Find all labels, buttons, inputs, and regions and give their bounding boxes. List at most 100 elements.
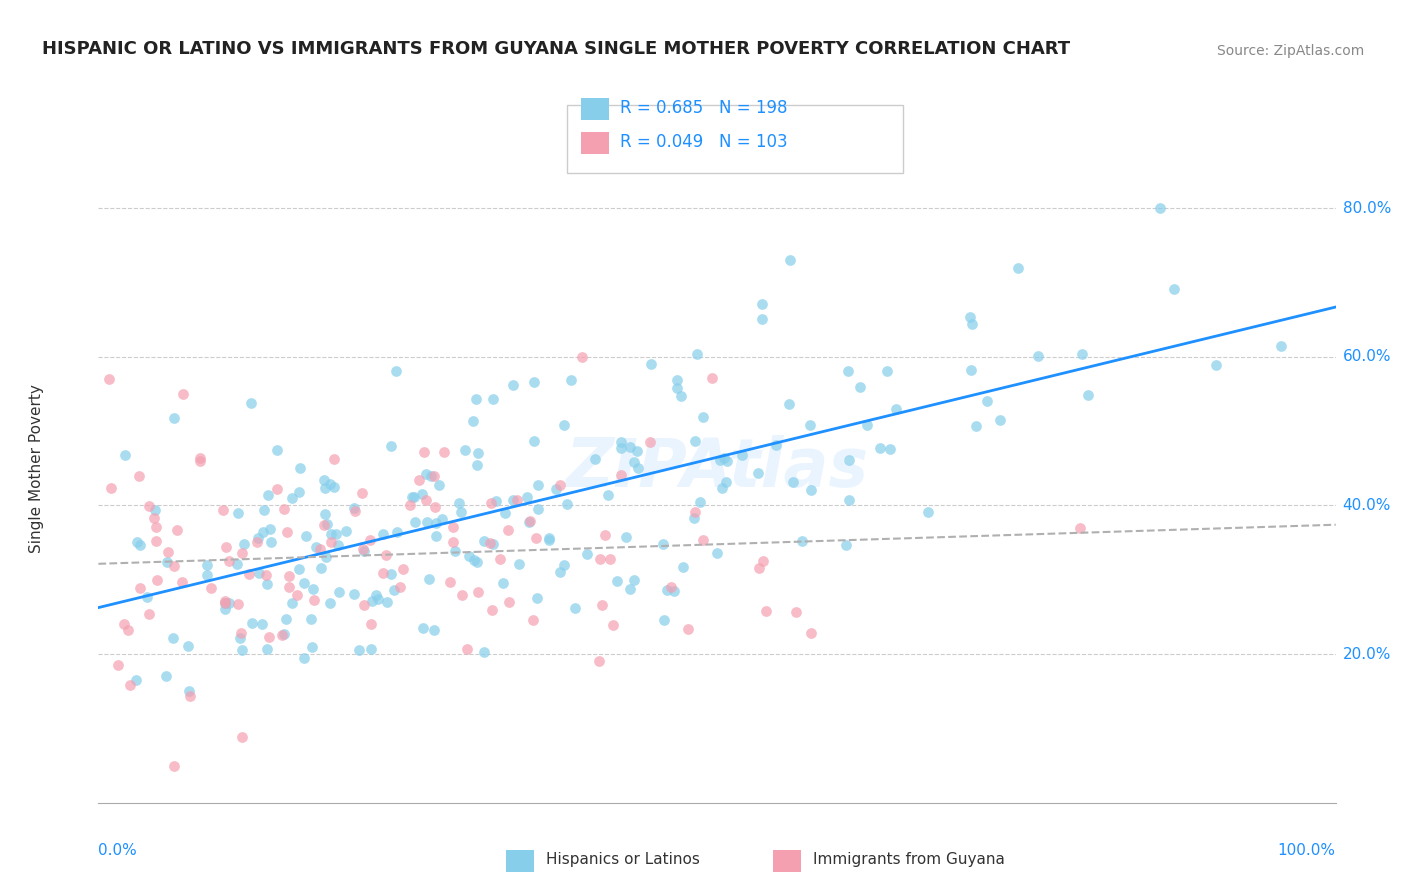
Point (145, 502, 167, 516)
Point (659, 580, 682, 594)
Point (114, 448, 136, 462)
Point (672, 560, 695, 574)
Point (138, 499, 160, 513)
Point (571, 350, 593, 364)
Point (214, 596, 236, 610)
Point (423, 623, 446, 637)
Point (352, 541, 374, 556)
Point (553, 418, 575, 433)
Text: Hispanics or Latinos: Hispanics or Latinos (546, 853, 699, 867)
Point (418, 572, 440, 586)
Point (314, 473, 336, 487)
Point (155, 669, 177, 683)
Point (523, 434, 546, 449)
Point (1163, 281, 1185, 295)
Point (229, 632, 252, 646)
Point (785, 605, 807, 619)
Point (314, 508, 336, 522)
Point (588, 552, 610, 566)
Point (250, 617, 273, 632)
Point (125, 673, 148, 687)
Point (200, 581, 222, 595)
Text: R = 0.685   N = 198: R = 0.685 N = 198 (620, 99, 787, 117)
Point (314, 482, 336, 496)
Point (593, 527, 616, 541)
Point (322, 451, 344, 466)
Point (1205, 358, 1227, 372)
Point (494, 507, 516, 521)
Point (311, 560, 333, 574)
Point (713, 450, 735, 465)
Point (472, 534, 495, 549)
Point (413, 445, 436, 459)
Point (655, 582, 678, 597)
Point (838, 452, 860, 467)
Point (537, 532, 560, 546)
Point (145, 520, 167, 534)
Point (506, 493, 529, 508)
Point (292, 651, 315, 665)
Point (416, 516, 439, 530)
Point (389, 580, 412, 594)
Point (226, 597, 249, 611)
Point (1007, 260, 1029, 275)
Point (583, 451, 606, 466)
Point (382, 582, 405, 597)
Point (392, 561, 415, 575)
Point (335, 524, 357, 539)
Point (166, 523, 188, 537)
Point (240, 615, 263, 630)
Point (112, 617, 135, 632)
Point (557, 497, 579, 511)
Point (278, 569, 301, 583)
Point (481, 392, 503, 406)
Point (752, 554, 775, 568)
Point (427, 478, 450, 492)
Point (976, 393, 998, 408)
Point (172, 387, 194, 401)
Point (792, 533, 814, 548)
Point (782, 475, 804, 489)
Point (129, 581, 152, 595)
Point (662, 583, 685, 598)
Text: 80.0%: 80.0% (1343, 201, 1391, 216)
Point (301, 640, 323, 654)
Text: 40.0%: 40.0% (1343, 498, 1391, 513)
Text: 100.0%: 100.0% (1278, 843, 1336, 858)
Point (519, 514, 541, 528)
Text: R = 0.049   N = 103: R = 0.049 N = 103 (620, 133, 787, 151)
Point (516, 490, 538, 504)
Point (266, 482, 288, 496)
Point (602, 618, 624, 632)
Point (404, 515, 426, 529)
Point (1270, 339, 1292, 353)
Point (125, 534, 148, 549)
Point (360, 642, 382, 657)
Point (360, 616, 382, 631)
Point (449, 496, 471, 510)
Point (408, 473, 430, 487)
Point (422, 469, 444, 483)
Point (619, 440, 641, 454)
Point (411, 487, 433, 501)
Point (498, 595, 520, 609)
Point (614, 530, 637, 544)
Point (682, 511, 704, 525)
Point (479, 496, 502, 510)
Point (142, 511, 165, 525)
Point (138, 607, 160, 622)
Point (917, 505, 939, 519)
Point (765, 438, 787, 452)
Point (467, 585, 489, 599)
Text: Single Mother Poverty: Single Mother Poverty (30, 384, 44, 553)
Point (256, 642, 278, 657)
Point (128, 468, 150, 483)
Point (319, 527, 342, 541)
Point (596, 487, 619, 501)
Point (467, 446, 489, 460)
Point (318, 477, 340, 491)
Point (371, 566, 394, 581)
Point (256, 576, 278, 591)
Point (502, 378, 524, 392)
Point (380, 566, 402, 581)
